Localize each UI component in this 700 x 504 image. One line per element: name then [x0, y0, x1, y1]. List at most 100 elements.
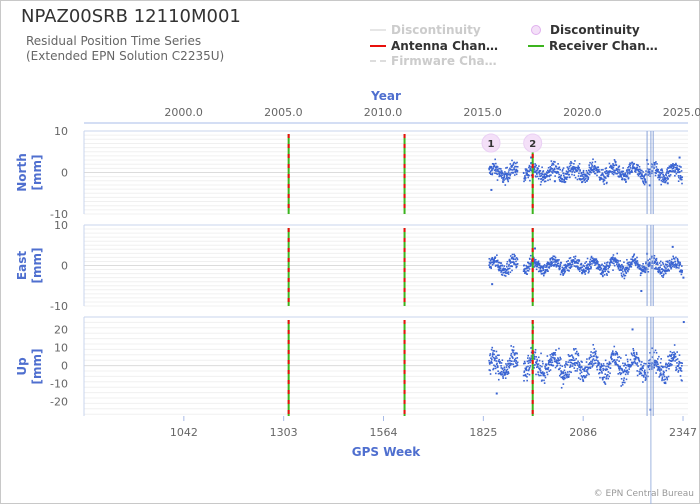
data-point [623, 381, 626, 384]
legend-line-icon [528, 45, 544, 47]
data-point [664, 266, 666, 269]
data-point [649, 258, 651, 260]
legend-item-receiver-change[interactable]: Receiver Chan… [528, 39, 658, 53]
data-point [661, 261, 664, 264]
data-point [617, 356, 619, 359]
data-point [503, 369, 505, 372]
data-point [666, 363, 669, 366]
data-point [674, 169, 677, 171]
data-point [592, 352, 594, 354]
data-point [512, 171, 515, 174]
data-point [598, 362, 601, 364]
data-point [488, 261, 491, 264]
data-point [648, 264, 650, 267]
legend-item-firmware-change[interactable]: Firmware Cha… [370, 54, 497, 68]
data-point [672, 165, 674, 168]
data-point [658, 269, 661, 271]
data-point [633, 360, 636, 362]
data-point [596, 262, 599, 265]
data-point [560, 386, 563, 389]
data-point [536, 175, 539, 178]
data-point [602, 180, 605, 182]
data-point [628, 368, 631, 370]
data-point [501, 274, 504, 276]
data-point [632, 361, 635, 364]
data-point [614, 363, 617, 366]
data-point [500, 170, 503, 172]
data-point [626, 358, 629, 361]
data-point [601, 372, 603, 374]
data-point [645, 268, 648, 270]
data-point [631, 362, 634, 365]
data-point [610, 357, 612, 359]
discontinuity-badge[interactable] [523, 133, 543, 153]
legend-item-discontinuity-dot[interactable]: Discontinuity [528, 23, 640, 37]
data-point [513, 365, 515, 368]
data-point [526, 376, 528, 378]
data-point [671, 170, 674, 172]
data-point [537, 177, 540, 180]
top-tick-label: 2020.0 [563, 106, 602, 119]
data-point [558, 173, 560, 176]
data-point [499, 265, 501, 267]
data-point [639, 372, 641, 375]
data-point [667, 167, 670, 169]
data-point [636, 263, 639, 266]
data-point [651, 260, 654, 263]
data-point [597, 166, 600, 169]
data-point [598, 168, 600, 171]
data-point [577, 262, 579, 265]
data-point [665, 267, 667, 270]
data-point [673, 351, 675, 354]
data-point [629, 167, 632, 169]
data-point [598, 265, 600, 268]
data-point [512, 256, 514, 258]
data-point [639, 168, 641, 171]
data-point [530, 263, 532, 266]
data-point [678, 367, 681, 369]
data-point [544, 374, 546, 377]
data-point [587, 271, 590, 274]
data-point [657, 168, 660, 171]
data-point [494, 168, 497, 171]
data-point [628, 263, 631, 266]
data-point [501, 367, 504, 370]
discontinuity-badge[interactable] [481, 133, 501, 153]
data-point [588, 164, 591, 166]
data-point [523, 362, 525, 365]
data-point [619, 357, 622, 359]
outlier-point [495, 392, 498, 395]
legend-item-antenna-change[interactable]: Antenna Chan… [370, 39, 498, 53]
data-point [576, 178, 579, 181]
data-point [671, 164, 674, 167]
data-point [584, 262, 586, 265]
data-point [564, 263, 567, 266]
legend-item-discontinuity-line[interactable]: Discontinuity [370, 23, 481, 37]
data-point [506, 364, 508, 367]
data-point [572, 363, 575, 365]
data-point [539, 169, 542, 172]
data-point [573, 174, 576, 176]
data-point [666, 263, 668, 266]
data-point [490, 267, 492, 270]
data-point [489, 259, 492, 262]
data-point [637, 357, 640, 360]
data-point [554, 354, 557, 356]
data-point [588, 264, 591, 267]
data-point [604, 373, 607, 375]
data-point [638, 370, 640, 373]
data-point [558, 176, 561, 178]
data-point [645, 362, 647, 365]
data-point [513, 168, 516, 171]
data-point [493, 260, 496, 262]
data-point [534, 348, 537, 351]
data-point [499, 167, 501, 170]
data-point [538, 359, 541, 362]
data-point [511, 269, 513, 272]
data-point [644, 379, 647, 381]
data-point [574, 364, 576, 367]
data-point [566, 269, 569, 272]
data-point [527, 354, 530, 357]
data-point [499, 175, 502, 177]
data-point [536, 173, 538, 175]
